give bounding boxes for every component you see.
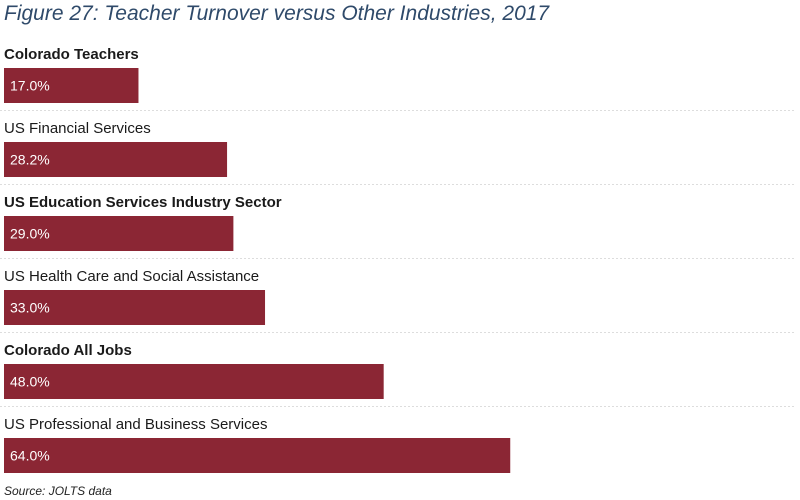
bar [4, 364, 384, 399]
bar-row: Colorado Teachers 17.0% [0, 46, 795, 111]
value-label: 17.0% [10, 78, 50, 94]
bar [4, 216, 234, 251]
value-label: 28.2% [10, 152, 50, 168]
value-label: 64.0% [10, 448, 50, 464]
value-label: 48.0% [10, 374, 50, 390]
value-label: 29.0% [10, 226, 50, 242]
bar [4, 438, 511, 473]
bar [4, 142, 228, 177]
bar-chart: Colorado Teachers 17.0% US Financial Servi… [0, 46, 795, 473]
category-label: US Education Services Industry Sector [4, 194, 282, 211]
bar-row: US Education Services Industry Sector 29.… [0, 194, 795, 259]
category-label: US Health Care and Social Assistance [4, 268, 259, 285]
value-label: 33.0% [10, 300, 50, 316]
bar-row: US Health Care and Social Assistance 33.0… [0, 268, 795, 333]
category-label: Colorado All Jobs [4, 342, 132, 359]
category-label: US Financial Services [4, 120, 151, 137]
bar-row: Colorado All Jobs 48.0% [0, 342, 795, 407]
chart-title: Figure 27: Teacher Turnover versus Other… [4, 2, 550, 25]
category-label: US Professional and Business Services [4, 416, 267, 433]
source-note: Source: JOLTS data [4, 484, 112, 498]
bar-row: US Professional and Business Services 64.… [4, 416, 511, 473]
category-label: Colorado Teachers [4, 46, 139, 63]
bar-row: US Financial Services 28.2% [0, 120, 795, 185]
bar [4, 68, 139, 103]
bar [4, 290, 266, 325]
